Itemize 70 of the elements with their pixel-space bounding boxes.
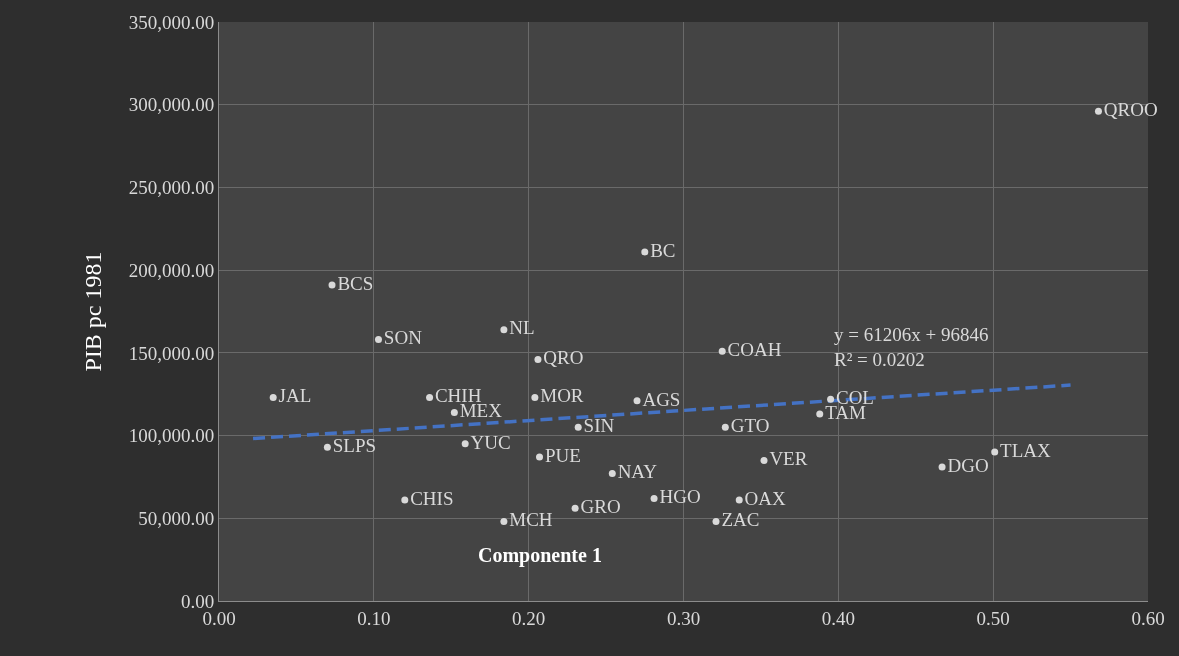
data-label: MOR: [540, 385, 584, 407]
data-label: COAH: [727, 338, 782, 360]
data-label: ZAC: [721, 509, 760, 531]
point: [608, 470, 616, 478]
point: [650, 494, 658, 502]
data-label: YUC: [470, 431, 511, 453]
data-label: GRO: [580, 496, 621, 518]
point: [571, 504, 579, 512]
y-tick-label: 350,000.00: [128, 11, 215, 33]
point: [328, 281, 336, 289]
data-label: BC: [650, 239, 676, 261]
point: [536, 453, 544, 461]
data-label: PUE: [544, 444, 581, 466]
data-label: TLAX: [1000, 439, 1052, 461]
annotation: y = 61206x + 96846 R² = 0.0202: [834, 324, 989, 370]
point: [450, 408, 458, 416]
data-label: BCS: [337, 272, 374, 294]
data-label: SON: [383, 327, 423, 349]
point: [735, 496, 743, 504]
data-label: SLPS: [332, 434, 377, 456]
point: [461, 440, 469, 448]
data-label: GTO: [730, 415, 770, 437]
point: [401, 496, 409, 504]
point: [938, 463, 946, 471]
point: [426, 394, 434, 402]
point: [760, 456, 768, 464]
point: [269, 394, 277, 402]
data-label: HGO: [659, 486, 701, 508]
data-label: VER: [769, 448, 808, 470]
data-label: QRO: [543, 347, 584, 369]
point: [816, 410, 824, 418]
data-label: DGO: [947, 454, 989, 476]
y-axis-title: PIB pc 1981: [79, 251, 106, 372]
point: [718, 347, 726, 355]
point: [721, 423, 729, 431]
y-tick-label: 150,000.00: [128, 342, 215, 364]
x-axis-title: Componente 1: [478, 544, 602, 567]
point: [531, 394, 539, 402]
y-tick-label: 300,000.00: [128, 94, 215, 116]
point: [500, 518, 508, 526]
y-tick-label: 50,000.00: [138, 507, 215, 529]
data-label: AGS: [642, 388, 681, 410]
point: [374, 336, 382, 344]
point: [827, 395, 835, 403]
y-tick-label: 250,000.00: [128, 177, 215, 199]
x-tick-label: 0.40: [821, 607, 855, 629]
point: [641, 248, 649, 256]
data-label: QROO: [1103, 99, 1158, 121]
x-tick-label: 0.50: [976, 607, 1010, 629]
point: [712, 518, 720, 526]
point: [633, 397, 641, 405]
data-label: JAL: [278, 385, 312, 407]
data-label: CHIS: [410, 487, 454, 509]
data-label: NAY: [617, 461, 658, 483]
point: [500, 326, 508, 334]
y-tick-label: 200,000.00: [128, 259, 215, 281]
y-tick-label: 100,000.00: [128, 425, 215, 447]
x-tick-label: 0.60: [1131, 607, 1165, 629]
point: [534, 355, 542, 363]
point: [323, 443, 331, 451]
data-label: MCH: [509, 509, 553, 531]
x-tick-label: 0.10: [357, 607, 391, 629]
point: [574, 423, 582, 431]
data-label: NL: [509, 317, 535, 339]
x-tick-label: 0.20: [512, 607, 546, 629]
data-label: SIN: [583, 415, 615, 437]
data-label: OAX: [744, 487, 787, 509]
x-tick-label: 0.30: [666, 607, 701, 629]
point: [991, 448, 999, 456]
point: [1094, 107, 1102, 115]
